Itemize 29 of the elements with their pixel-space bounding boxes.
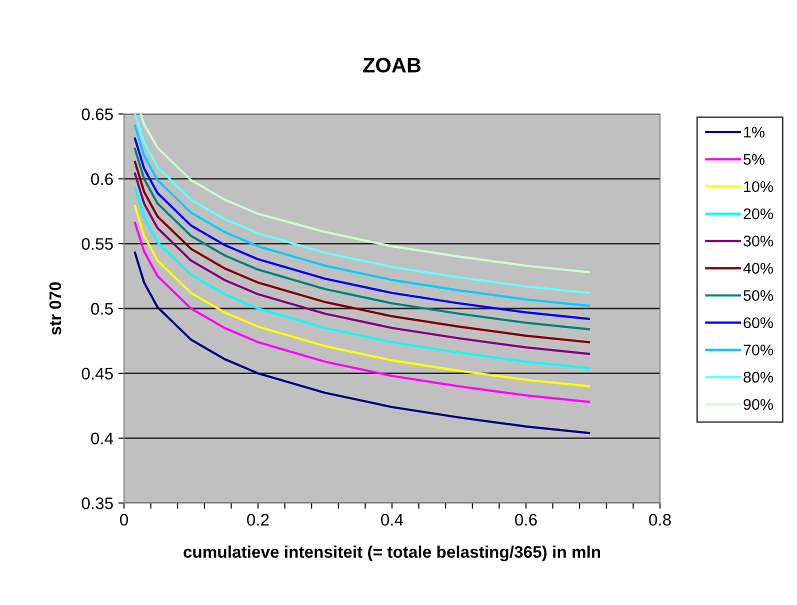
legend-label: 5%	[744, 154, 764, 165]
y-axis-title: str 070	[49, 282, 62, 335]
legend-label: 70%	[744, 344, 773, 356]
y-tick-label: 0.5	[91, 302, 113, 315]
legend-label: 30%	[744, 236, 773, 246]
chart-title: ZOAB	[363, 58, 421, 73]
legend-label: 20%	[744, 208, 773, 220]
legend-label: 10%	[744, 181, 773, 192]
y-tick-label: 0.6	[91, 173, 113, 186]
line-series	[134, 222, 590, 403]
y-tick-label: 0.35	[82, 497, 113, 510]
line-series	[134, 204, 590, 388]
legend-label: 50%	[744, 290, 773, 301]
legend-label: 40%	[743, 262, 773, 274]
x-tick-label: 0.6	[515, 514, 537, 526]
y-tick-label: 0.65	[82, 108, 113, 120]
x-tick-label: 0.8	[649, 514, 671, 526]
y-tick-label: 0.45	[82, 368, 113, 380]
x-tick-label: 0.4	[381, 514, 404, 526]
legend-label: 1%	[744, 126, 764, 138]
legend-label: 90%	[744, 399, 773, 410]
y-tick-label: 0.55	[82, 238, 113, 250]
legend-label: 80%	[744, 372, 773, 383]
x-tick-label: 0	[120, 514, 128, 526]
x-tick-label: 0.2	[247, 514, 269, 526]
legend-label: 60%	[744, 317, 773, 328]
line-series	[134, 252, 590, 434]
y-tick-label: 0.4	[91, 432, 114, 444]
x-axis-title: cumulatieve intensiteit (= totale belasting/365) in mln	[184, 546, 600, 562]
